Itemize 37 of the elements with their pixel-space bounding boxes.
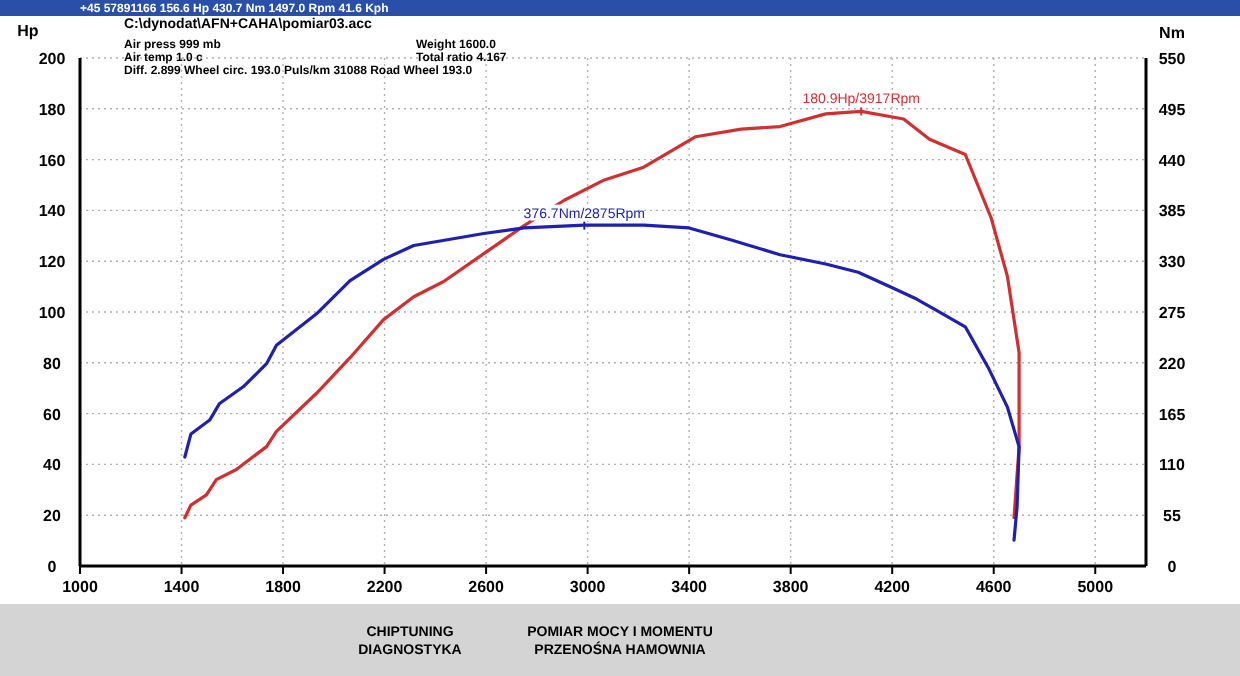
y-tick-label: 60 xyxy=(43,405,62,424)
y2-tick-label: 110 xyxy=(1159,456,1187,475)
x-tick-label: 2200 xyxy=(366,578,404,596)
y-tick-label: 0 xyxy=(47,558,58,576)
line-series xyxy=(183,223,1021,542)
line-series xyxy=(183,109,1021,520)
x-tick-label: 3800 xyxy=(772,578,810,596)
x-tick-label: 4200 xyxy=(874,578,912,596)
y-tick-label: 200 xyxy=(38,50,67,68)
x-tick-label: 1400 xyxy=(163,578,201,596)
y-tick-label: 20 xyxy=(43,507,62,526)
y-tick-label: 100 xyxy=(38,304,67,322)
y-tick-label: 120 xyxy=(38,253,67,272)
x-tick-label: 3400 xyxy=(671,578,709,596)
y-axis-title: Hp xyxy=(17,22,39,40)
y-tick-label: 80 xyxy=(43,354,62,373)
y2-tick-label: 385 xyxy=(1158,202,1187,221)
y-tick-label: 140 xyxy=(38,202,67,221)
y2-tick-label: 550 xyxy=(1158,50,1187,68)
y2-tick-label: 330 xyxy=(1158,253,1187,272)
x-tick-label: 4600 xyxy=(975,578,1013,596)
x-tick-label: 3000 xyxy=(569,578,607,596)
y2-tick-label: 495 xyxy=(1158,100,1187,119)
y2-tick-label: 220 xyxy=(1158,354,1187,373)
y2-tick-label: 0 xyxy=(1167,558,1178,576)
y2-tick-label: 440 xyxy=(1158,151,1187,170)
y2-tick-label: 165 xyxy=(1158,405,1187,424)
y-tick-label: 160 xyxy=(38,151,67,170)
y2-tick-label: 275 xyxy=(1158,304,1187,322)
y-tick-label: 40 xyxy=(43,456,62,475)
y2-tick-label: 55 xyxy=(1163,507,1182,526)
x-tick-label: 1000 xyxy=(62,578,99,596)
y-tick-label: 180 xyxy=(38,100,67,119)
x-tick-label: 2600 xyxy=(468,578,505,596)
y2-axis-title: Nm xyxy=(1159,24,1185,42)
x-tick-label: 1800 xyxy=(265,578,302,596)
x-tick-label: 5000 xyxy=(1077,578,1115,596)
